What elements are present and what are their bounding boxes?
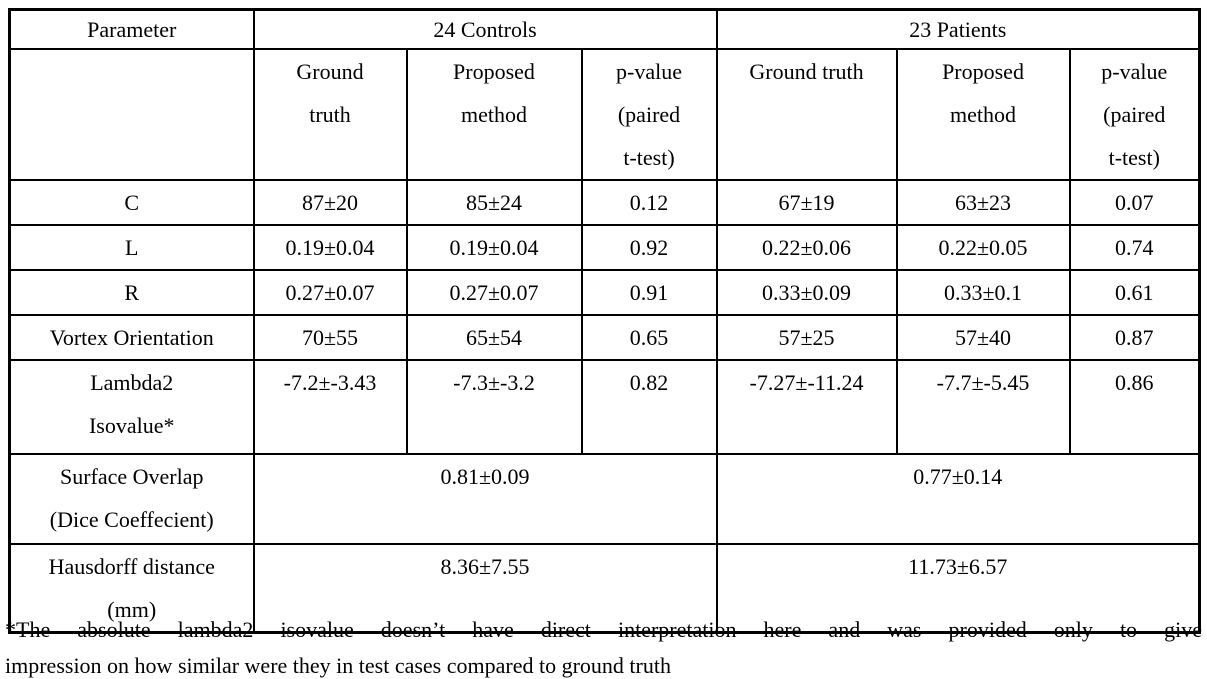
patients-group-header-cell: 23 Patients — [715, 8, 1201, 50]
controls-group-header-cell: 24 Controls — [252, 8, 718, 50]
pvalue-cell: 0.12 — [580, 179, 718, 226]
controls-span-value-cell: 8.36±7.55 — [252, 543, 718, 634]
patients-span-value-cell: 11.73±6.57 — [715, 543, 1201, 634]
value-cell: 0.19±0.04 — [405, 224, 583, 271]
table-row-l: L 0.19±0.04 0.19±0.04 0.92 0.22±0.06 0.2… — [8, 224, 1201, 271]
pvalue-cell: 0.92 — [580, 224, 718, 271]
pvalue-cell: 0.87 — [1068, 314, 1201, 361]
value-cell: -7.7±-5.45 — [895, 359, 1071, 455]
row-label-cell: Lambda2 Isovalue* — [8, 359, 255, 455]
value-cell: 0.27±0.07 — [405, 269, 583, 316]
value-cell: 85±24 — [405, 179, 583, 226]
patients-span-value-cell: 0.77±0.14 — [715, 453, 1201, 545]
value-cell: 0.22±0.06 — [715, 224, 898, 271]
empty-header-cell — [8, 48, 255, 181]
pvalue-cell: 0.74 — [1068, 224, 1201, 271]
table-row-c: C 87±20 85±24 0.12 67±19 63±23 0.07 — [8, 179, 1201, 226]
pvalue-cell: 0.61 — [1068, 269, 1201, 316]
row-label-cell: Hausdorff distance (mm) — [8, 543, 255, 634]
value-cell: 0.22±0.05 — [895, 224, 1071, 271]
value-cell: 70±55 — [252, 314, 408, 361]
value-cell: 65±54 — [405, 314, 583, 361]
pvalue-cell: 0.82 — [580, 359, 718, 455]
value-cell: 0.33±0.1 — [895, 269, 1071, 316]
row-label-cell: C — [8, 179, 255, 226]
footnote: *The absolute lambda2 isovalue doesn’t h… — [5, 612, 1202, 679]
sub-header-row: Ground truth Proposed method p-value (pa… — [8, 48, 1201, 181]
value-cell: 0.27±0.07 — [252, 269, 408, 316]
value-cell: -7.27±-11.24 — [715, 359, 898, 455]
controls-span-value-cell: 0.81±0.09 — [252, 453, 718, 545]
row-label-cell: Vortex Orientation — [8, 314, 255, 361]
patients-pvalue-header-cell: p-value (paired t-test) — [1068, 48, 1201, 181]
table-row-lambda2-isovalue: Lambda2 Isovalue* -7.2±-3.43 -7.3±-3.2 0… — [8, 359, 1201, 455]
controls-proposed-method-header-cell: Proposed method — [405, 48, 583, 181]
pvalue-cell: 0.91 — [580, 269, 718, 316]
patients-proposed-method-header-cell: Proposed method — [895, 48, 1071, 181]
table-row-hausdorff-distance: Hausdorff distance (mm) 8.36±7.55 11.73±… — [8, 543, 1201, 634]
value-cell: 57±40 — [895, 314, 1071, 361]
value-cell: 0.33±0.09 — [715, 269, 898, 316]
value-cell: 67±19 — [715, 179, 898, 226]
footnote-line-2: impression on how similar were they in t… — [5, 653, 671, 678]
value-cell: 63±23 — [895, 179, 1071, 226]
table-row-r: R 0.27±0.07 0.27±0.07 0.91 0.33±0.09 0.3… — [8, 269, 1201, 316]
pvalue-cell: 0.07 — [1068, 179, 1201, 226]
controls-pvalue-header-cell: p-value (paired t-test) — [580, 48, 718, 181]
value-cell: -7.2±-3.43 — [252, 359, 408, 455]
value-cell: -7.3±-3.2 — [405, 359, 583, 455]
patients-ground-truth-header-cell: Ground truth — [715, 48, 898, 181]
footnote-line-1: *The absolute lambda2 isovalue doesn’t h… — [5, 617, 1202, 642]
group-header-row: Parameter 24 Controls 23 Patients — [8, 8, 1201, 50]
value-cell: 0.19±0.04 — [252, 224, 408, 271]
controls-ground-truth-header-cell: Ground truth — [252, 48, 408, 181]
table-row-surface-overlap: Surface Overlap (Dice Coeffecient) 0.81±… — [8, 453, 1201, 545]
pvalue-cell: 0.86 — [1068, 359, 1201, 455]
row-label-cell: Surface Overlap (Dice Coeffecient) — [8, 453, 255, 545]
value-cell: 87±20 — [252, 179, 408, 226]
row-label-cell: L — [8, 224, 255, 271]
value-cell: 57±25 — [715, 314, 898, 361]
results-table: Parameter 24 Controls 23 Patients Ground… — [8, 8, 1202, 634]
parameter-header-cell: Parameter — [8, 8, 255, 50]
row-label-cell: R — [8, 269, 255, 316]
table-row-vortex-orientation: Vortex Orientation 70±55 65±54 0.65 57±2… — [8, 314, 1201, 361]
pvalue-cell: 0.65 — [580, 314, 718, 361]
